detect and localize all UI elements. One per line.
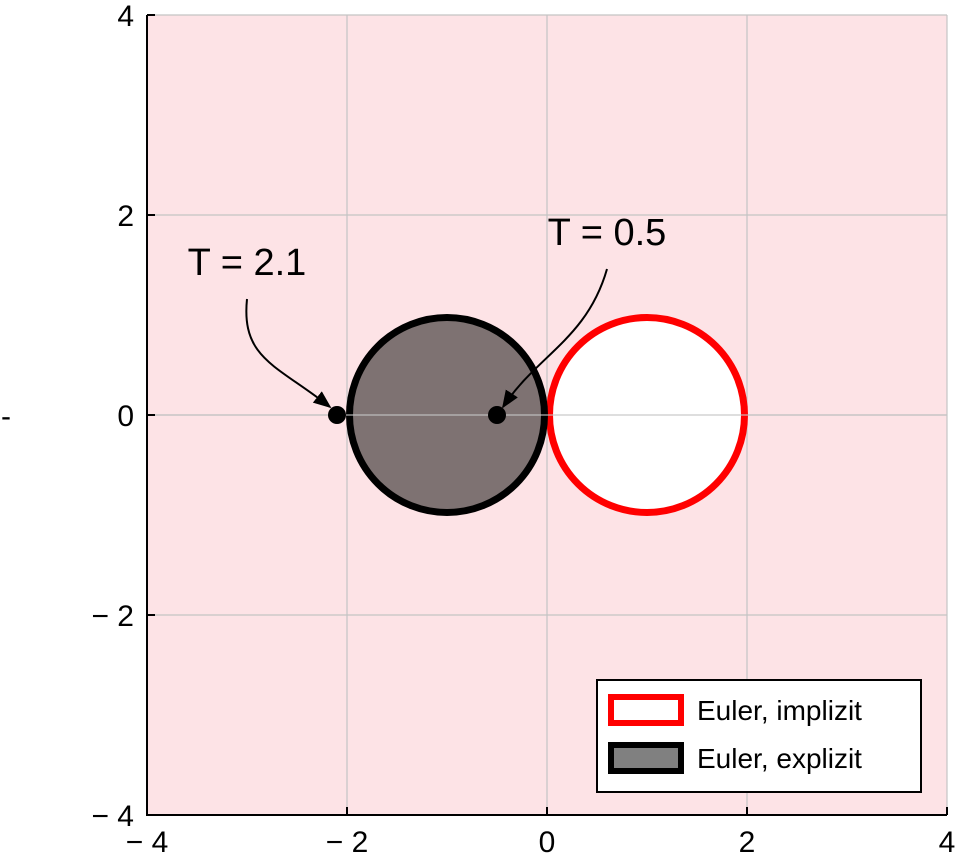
y-tick-label: 2 — [117, 200, 134, 233]
x-tick-label: − 2 — [326, 826, 369, 856]
data-points: T = 2.1 T = 0.5 — [188, 212, 667, 424]
stability-regions — [147, 314, 947, 516]
data-point — [328, 406, 346, 424]
legend-swatch-implicit — [608, 694, 684, 726]
legend: Euler, implizit Euler, explizit — [596, 679, 922, 793]
x-tick-label: 2 — [739, 826, 756, 856]
annotation-arrow — [245, 298, 332, 409]
annotation-arrow — [502, 268, 608, 409]
y-tick-label: − 2 — [91, 600, 134, 633]
point-annotation-label: T = 0.5 — [548, 212, 667, 254]
data-point — [488, 406, 506, 424]
y-tick-label: 0 — [117, 400, 134, 433]
y-tick-label: 4 — [117, 0, 134, 33]
x-tick-label: 4 — [939, 826, 956, 856]
legend-swatch-explicit — [608, 742, 684, 774]
legend-label: Euler, explizit — [697, 743, 862, 774]
x-tick-label: − 4 — [126, 826, 169, 856]
point-annotation-label: T = 2.1 — [188, 242, 307, 284]
y-axis-label: - — [1, 400, 11, 433]
legend-label: Euler, implizit — [697, 695, 862, 726]
y-tick-label: − 4 — [91, 800, 134, 833]
x-tick-label: 0 — [539, 826, 556, 856]
